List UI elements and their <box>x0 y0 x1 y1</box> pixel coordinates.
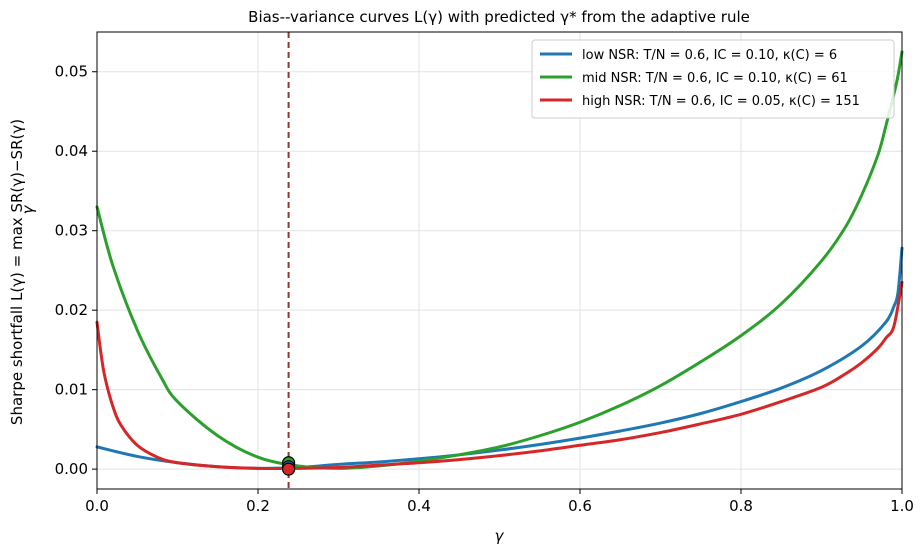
x-tick-label: 0.0 <box>85 497 109 515</box>
x-tick-label: 0.6 <box>568 497 592 515</box>
x-tick-label: 0.4 <box>407 497 431 515</box>
optimum-markers <box>281 456 296 476</box>
x-tick-label: 0.2 <box>246 497 270 515</box>
legend-label: mid NSR: T/N = 0.6, IC = 0.10, κ(C) = 61 <box>582 71 848 86</box>
series-high-nsr-line <box>95 280 904 470</box>
legend-box <box>531 39 895 119</box>
plot-frame <box>96 31 903 490</box>
series-mid-nsr-line <box>95 50 904 470</box>
legend-label: low NSR: T/N = 0.6, IC = 0.10, κ(C) = 6 <box>582 48 837 63</box>
grid <box>96 32 903 489</box>
y-tick-label: 0.04 <box>55 142 88 160</box>
chart-title: Bias--variance curves L(γ) with predicte… <box>248 8 750 26</box>
y-axis-label-subscript: γ <box>19 204 37 214</box>
y-tick-label: 0.03 <box>55 222 88 240</box>
legend-label: high NSR: T/N = 0.6, IC = 0.05, κ(C) = 1… <box>582 94 860 109</box>
y-tick-label: 0.05 <box>55 63 88 81</box>
series-lines <box>95 50 904 470</box>
x-axis-label: γ <box>495 527 505 545</box>
gamma-star-marker <box>281 462 296 476</box>
y-tick-label: 0.01 <box>55 381 88 399</box>
x-tick-label: 1.0 <box>890 497 914 515</box>
y-axis-label: Sharpe shortfall L(γ) = max SR(γ)−SR(γ) <box>8 119 26 425</box>
axis-ticks: 0.0 0.2 0.4 0.6 0.8 1.0 0.00 0.01 0.02 0.03 0.04 0.… <box>55 63 914 515</box>
y-tick-label: 0.02 <box>55 301 88 319</box>
legend: low NSR: T/N = 0.6, IC = 0.10, κ(C) = 6 m… <box>531 39 895 119</box>
x-tick-label: 0.8 <box>729 497 753 515</box>
y-tick-label: 0.00 <box>55 460 88 478</box>
